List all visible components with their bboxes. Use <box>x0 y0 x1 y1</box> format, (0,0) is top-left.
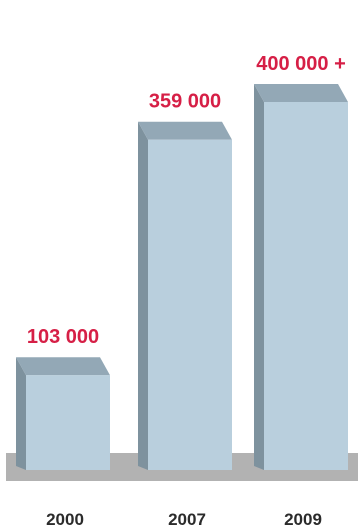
tick-label-2009: 2009 <box>284 510 322 529</box>
bar-top-2009 <box>254 84 348 102</box>
bar-top-2007 <box>138 121 232 140</box>
value-label-2000: 103 000 <box>27 326 99 348</box>
bars-layer <box>16 84 348 470</box>
value-label-2007: 359 000 <box>149 91 221 113</box>
bar-side-2009 <box>254 84 264 470</box>
bar-2000 <box>26 375 110 470</box>
bar-2009 <box>264 102 348 470</box>
labels-layer: 103 000 359 000 400 000 + <box>27 53 346 348</box>
value-label-2009: 400 000 + <box>256 53 346 75</box>
bar-2007 <box>148 139 232 470</box>
bar-top-2000 <box>16 357 110 376</box>
tick-labels-layer: 2000 2007 2009 <box>46 510 322 529</box>
tick-label-2007: 2007 <box>168 510 206 529</box>
tick-label-2000: 2000 <box>46 510 84 529</box>
bar-side-2000 <box>16 357 26 470</box>
bar-side-2007 <box>138 121 148 470</box>
